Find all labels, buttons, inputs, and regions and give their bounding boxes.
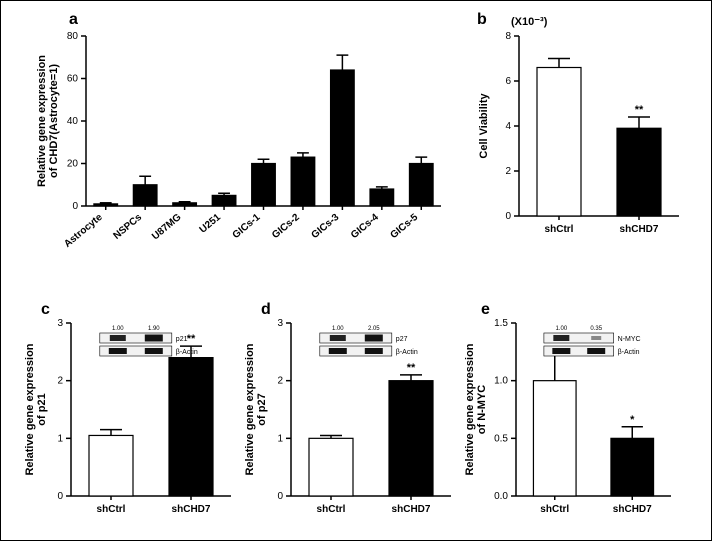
svg-text:shCtrl: shCtrl	[545, 224, 574, 235]
svg-text:Relative gene expression: Relative gene expression	[24, 343, 36, 475]
svg-text:Cell Viability: Cell Viability	[478, 93, 490, 159]
svg-text:60: 60	[67, 74, 79, 85]
svg-text:2.05: 2.05	[368, 326, 380, 332]
svg-text:Astrocyte: Astrocyte	[62, 212, 105, 250]
svg-text:NSPCs: NSPCs	[111, 212, 144, 242]
svg-text:of CHD7(Astrocyte=1): of CHD7(Astrocyte=1)	[48, 64, 60, 178]
svg-text:1.00: 1.00	[112, 326, 124, 332]
svg-text:of p27: of p27	[256, 393, 268, 425]
svg-text:Relative gene expression: Relative gene expression	[244, 343, 256, 475]
svg-text:2: 2	[277, 376, 283, 387]
svg-text:2: 2	[505, 166, 511, 177]
svg-text:80: 80	[67, 31, 79, 42]
svg-text:U251: U251	[198, 212, 224, 236]
svg-text:6: 6	[505, 76, 511, 87]
svg-text:8: 8	[505, 31, 511, 42]
svg-text:0: 0	[505, 211, 511, 222]
chart-b: 0 2 4 6 8 Cell Viability shCtrl shCHD7 **	[471, 21, 691, 251]
svg-text:shCHD7: shCHD7	[613, 504, 652, 515]
svg-text:shCHD7: shCHD7	[392, 504, 431, 515]
svg-text:shCtrl: shCtrl	[540, 504, 569, 515]
svg-text:β-Actin: β-Actin	[176, 349, 198, 356]
svg-text:GICs-3: GICs-3	[310, 212, 342, 241]
svg-text:1.5: 1.5	[494, 318, 508, 329]
svg-text:0.5: 0.5	[494, 433, 508, 444]
svg-text:shCHD7: shCHD7	[172, 504, 211, 515]
svg-text:N-MYC: N-MYC	[618, 336, 641, 343]
chart-e: 0.0 0.5 1.0 1.5 Relative gene expressionof N…	[461, 311, 681, 531]
svg-text:**: **	[407, 362, 416, 374]
svg-text:0: 0	[277, 491, 283, 502]
svg-text:GICs-2: GICs-2	[270, 212, 302, 241]
svg-text:β-Actin: β-Actin	[396, 349, 418, 356]
chart-a: 0 20 40 60 80 Relative gene expressionof CHD7…	[31, 21, 451, 281]
svg-text:0: 0	[72, 201, 78, 212]
svg-text:2: 2	[57, 376, 63, 387]
svg-text:3: 3	[57, 318, 63, 329]
svg-text:shCtrl: shCtrl	[317, 504, 346, 515]
svg-text:shCtrl: shCtrl	[97, 504, 126, 515]
chart-c: 0 1 2 3 Relative gene expressionof p21 shCtrl…	[21, 311, 241, 531]
svg-text:GICs-1: GICs-1	[231, 212, 263, 241]
svg-text:1.0: 1.0	[494, 376, 508, 387]
svg-text:0: 0	[57, 491, 63, 502]
svg-text:Relative gene expression: Relative gene expression	[36, 55, 48, 187]
svg-text:**: **	[635, 104, 644, 116]
svg-text:shCHD7: shCHD7	[620, 224, 659, 235]
svg-text:GICs-5: GICs-5	[388, 212, 420, 241]
svg-text:0.35: 0.35	[590, 326, 602, 332]
svg-text:0.0: 0.0	[494, 491, 508, 502]
svg-text:U87MG: U87MG	[150, 212, 184, 243]
svg-text:4: 4	[505, 121, 511, 132]
svg-text:of p21: of p21	[36, 393, 48, 425]
svg-text:Relative gene expression: Relative gene expression	[464, 343, 476, 475]
svg-text:1: 1	[277, 433, 283, 444]
svg-text:of N-MYC: of N-MYC	[476, 385, 488, 435]
svg-text:β-Actin: β-Actin	[618, 349, 640, 356]
svg-text:3: 3	[277, 318, 283, 329]
svg-text:p21: p21	[176, 336, 188, 343]
svg-text:1.00: 1.00	[332, 326, 344, 332]
svg-text:1: 1	[57, 433, 63, 444]
svg-text:20: 20	[67, 159, 79, 170]
svg-text:GICs-4: GICs-4	[349, 212, 381, 241]
chart-d: 0 1 2 3 Relative gene expressionof p27 shCtrl…	[241, 311, 461, 531]
svg-text:p27: p27	[396, 336, 408, 343]
svg-text:1.00: 1.00	[555, 326, 567, 332]
svg-text:**: **	[187, 333, 196, 345]
svg-text:*: *	[630, 414, 635, 426]
svg-text:40: 40	[67, 116, 79, 127]
svg-text:1.90: 1.90	[148, 326, 160, 332]
